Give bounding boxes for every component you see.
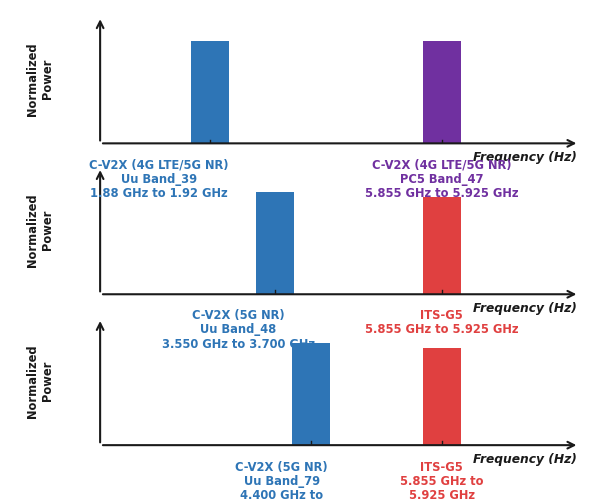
Bar xyxy=(191,41,229,143)
Text: Normalized
Power: Normalized Power xyxy=(26,344,54,418)
Text: 5.925 GHz: 5.925 GHz xyxy=(408,489,475,502)
Text: 3.550 GHz to 3.700 GHz: 3.550 GHz to 3.700 GHz xyxy=(162,338,315,351)
Text: ITS-G5: ITS-G5 xyxy=(420,461,463,474)
Text: Frequency (Hz): Frequency (Hz) xyxy=(473,151,577,164)
Text: Uu Band_48: Uu Band_48 xyxy=(200,323,277,337)
Text: Normalized
Power: Normalized Power xyxy=(26,42,54,116)
Text: Uu Band_39: Uu Band_39 xyxy=(121,173,197,186)
Bar xyxy=(423,348,461,445)
Text: C-V2X (4G LTE/5G NR): C-V2X (4G LTE/5G NR) xyxy=(89,158,228,172)
Text: 4.400 GHz to: 4.400 GHz to xyxy=(240,489,323,502)
Text: C-V2X (5G NR): C-V2X (5G NR) xyxy=(192,309,285,322)
Text: 5.855 GHz to 5.925 GHz: 5.855 GHz to 5.925 GHz xyxy=(365,187,518,200)
Text: Uu Band_79: Uu Band_79 xyxy=(244,475,320,488)
Text: ITS-G5: ITS-G5 xyxy=(420,309,463,322)
Text: C-V2X (5G NR): C-V2X (5G NR) xyxy=(236,461,328,474)
Bar xyxy=(292,343,330,445)
Bar xyxy=(423,197,461,294)
Text: PC5 Band_47: PC5 Band_47 xyxy=(400,173,483,186)
Text: Frequency (Hz): Frequency (Hz) xyxy=(473,302,577,315)
Text: Normalized
Power: Normalized Power xyxy=(26,193,54,267)
Text: C-V2X (4G LTE/5G NR): C-V2X (4G LTE/5G NR) xyxy=(372,158,511,172)
Bar xyxy=(256,192,294,294)
Text: 5.855 GHz to: 5.855 GHz to xyxy=(400,475,483,488)
Bar xyxy=(423,41,461,143)
Text: 1.88 GHz to 1.92 GHz: 1.88 GHz to 1.92 GHz xyxy=(90,187,228,200)
Text: Frequency (Hz): Frequency (Hz) xyxy=(473,453,577,466)
Text: 5.855 GHz to 5.925 GHz: 5.855 GHz to 5.925 GHz xyxy=(365,323,518,337)
